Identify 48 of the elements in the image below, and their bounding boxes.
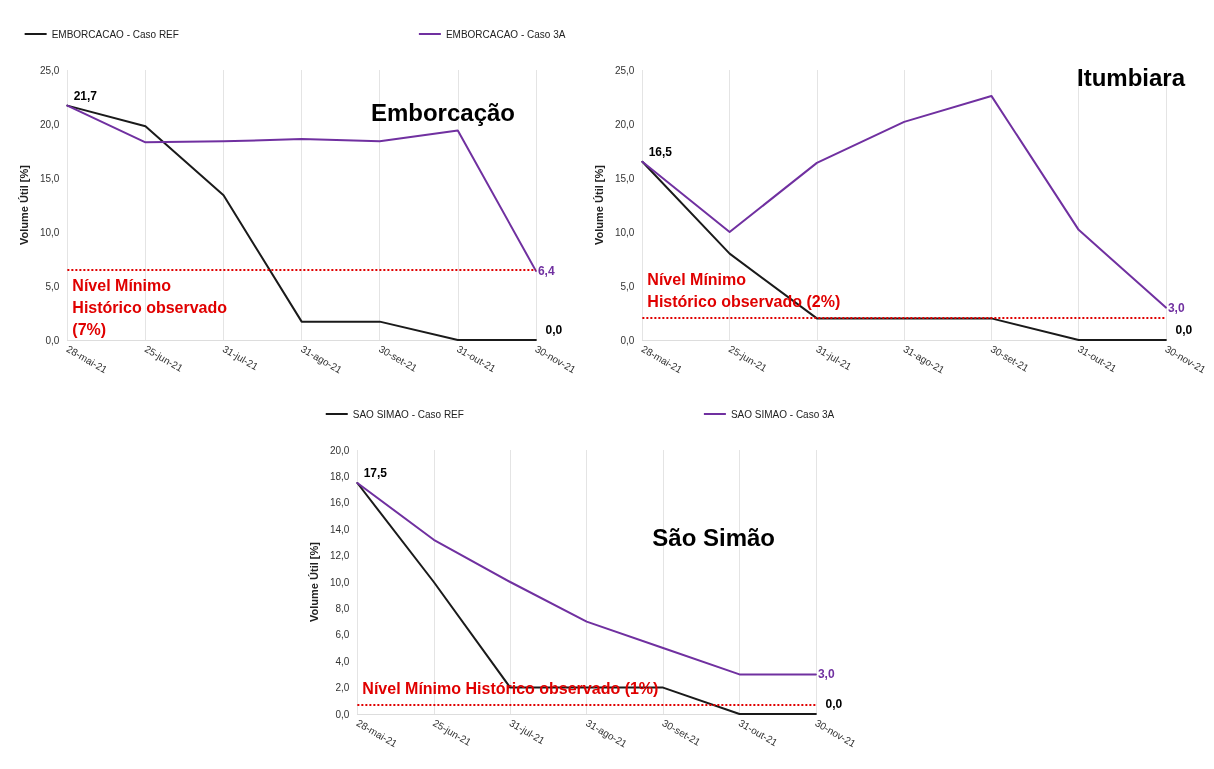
y-tick-label: 6,0 bbox=[335, 629, 350, 641]
y-axis-title: Volume Útil [%] bbox=[17, 164, 30, 245]
line-series bbox=[356, 482, 817, 676]
y-tick-label: 4,0 bbox=[335, 655, 350, 667]
line-series bbox=[356, 482, 817, 715]
y-axis-title: Volume Útil [%] bbox=[592, 164, 605, 245]
y-tick-label: 25,0 bbox=[614, 64, 635, 76]
data-label: 17,5 bbox=[363, 466, 388, 480]
y-tick-label: 2,0 bbox=[335, 682, 350, 694]
data-label: 21,7 bbox=[73, 88, 98, 103]
y-tick-label: 10,0 bbox=[329, 576, 350, 588]
data-label: 16,5 bbox=[648, 144, 673, 159]
y-tick-label: 5,0 bbox=[45, 280, 60, 292]
y-tick-label: 5,0 bbox=[620, 280, 635, 292]
y-axis-title: Volume Útil [%] bbox=[307, 541, 320, 622]
data-label: 0,0 bbox=[545, 323, 563, 337]
y-tick-label: 20,0 bbox=[329, 444, 350, 456]
data-label: 3,0 bbox=[1167, 300, 1185, 315]
y-tick-label: 18,0 bbox=[329, 470, 350, 482]
data-label: 6,4 bbox=[537, 263, 555, 278]
y-tick-label: 20,0 bbox=[39, 118, 60, 130]
y-tick-label: 25,0 bbox=[39, 64, 60, 76]
line-series bbox=[66, 104, 537, 341]
data-label: 0,0 bbox=[1175, 323, 1193, 337]
y-tick-label: 15,0 bbox=[39, 172, 60, 184]
y-tick-label: 20,0 bbox=[614, 118, 635, 130]
line-series bbox=[641, 94, 1167, 309]
y-tick-label: 0,0 bbox=[620, 334, 635, 346]
y-tick-label: 0,0 bbox=[45, 334, 60, 346]
legend-label: SAO SIMAO - Caso 3A bbox=[730, 408, 835, 420]
y-tick-label: 15,0 bbox=[614, 172, 635, 184]
legend-label: EMBORCACAO - Caso REF bbox=[51, 28, 179, 40]
data-label: 3,0 bbox=[817, 667, 835, 682]
ref-line-label: Nível Mínimo Histórico observado (7%) bbox=[72, 277, 232, 339]
text: Emborcação bbox=[370, 98, 515, 126]
y-tick-label: 16,0 bbox=[329, 497, 350, 509]
y-tick-label: 10,0 bbox=[614, 226, 635, 238]
y-tick-label: 10,0 bbox=[39, 226, 60, 238]
legend-label: SAO SIMAO - Caso REF bbox=[352, 408, 464, 420]
text: São Simão bbox=[652, 523, 776, 551]
y-tick-label: 0,0 bbox=[335, 708, 350, 720]
y-tick-label: 12,0 bbox=[329, 550, 350, 562]
legend-label: EMBORCACAO - Caso 3A bbox=[445, 28, 566, 40]
data-label: 0,0 bbox=[825, 697, 843, 711]
chart-title: Itumbiara bbox=[1076, 63, 1186, 91]
line-series bbox=[66, 104, 537, 272]
y-tick-label: 8,0 bbox=[335, 602, 350, 614]
y-tick-label: 14,0 bbox=[329, 523, 350, 535]
